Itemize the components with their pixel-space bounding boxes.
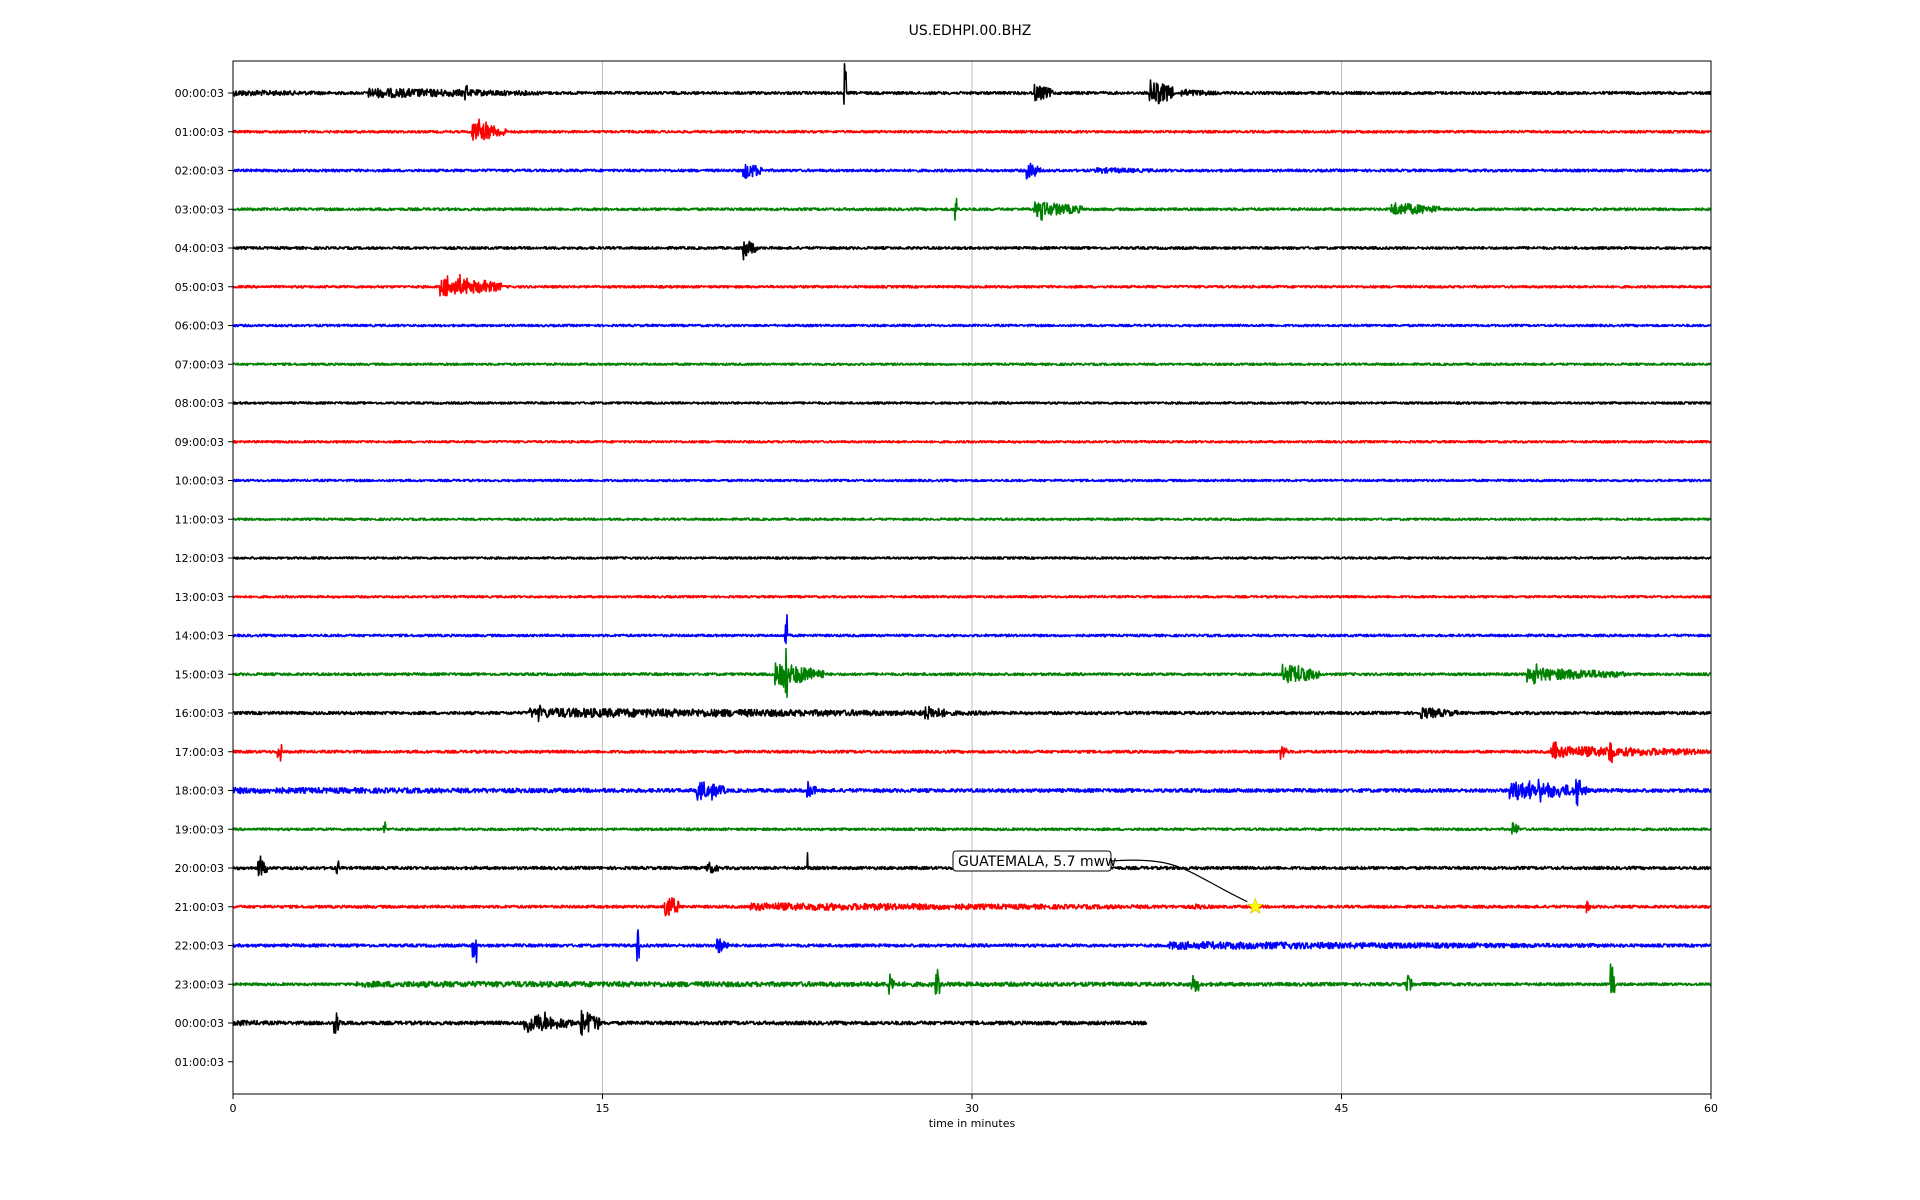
row-label: 01:00:03	[175, 1056, 224, 1069]
plot-frame	[232, 60, 1712, 1095]
x-tick-label: 0	[230, 1102, 237, 1115]
row-label: 11:00:03	[175, 513, 224, 526]
row-label: 05:00:03	[175, 281, 224, 294]
row-label: 15:00:03	[175, 668, 224, 681]
seismic-trace	[232, 197, 1712, 221]
seismic-trace	[232, 478, 1712, 483]
row-label: 21:00:03	[175, 901, 224, 914]
row-label: 14:00:03	[175, 630, 224, 643]
row-label: 10:00:03	[175, 475, 224, 488]
row-label: 22:00:03	[175, 940, 224, 953]
x-axis: 0 15 30 45 60	[230, 1094, 1718, 1115]
x-tick-label: 30	[965, 1102, 979, 1115]
row-label: 20:00:03	[175, 862, 224, 875]
seismic-trace	[232, 704, 1712, 723]
row-label: 13:00:03	[175, 591, 224, 604]
seismic-trace	[232, 897, 1712, 917]
row-label: 19:00:03	[175, 823, 224, 836]
row-label: 18:00:03	[175, 785, 224, 798]
seismic-trace	[232, 63, 1712, 105]
seismic-trace	[232, 614, 1712, 645]
seismic-trace	[232, 741, 1712, 764]
chart-title: US.EDHPI.00.BHZ	[909, 23, 1032, 39]
event-star-marker	[1246, 897, 1264, 914]
row-label: 08:00:03	[175, 397, 224, 410]
annotation-box	[952, 850, 1112, 872]
grid-layer	[602, 61, 1342, 1094]
row-label: 12:00:03	[175, 552, 224, 565]
seismic-trace	[232, 362, 1712, 367]
x-tick-label: 15	[596, 1102, 610, 1115]
seismic-trace	[232, 929, 1712, 964]
seismic-trace	[232, 821, 1712, 835]
row-label: 03:00:03	[175, 203, 224, 216]
seismic-trace	[232, 963, 1712, 995]
seismic-trace	[232, 647, 1712, 698]
x-tick-label: 45	[1335, 1102, 1349, 1115]
row-label: 09:00:03	[175, 436, 224, 449]
traces-layer	[232, 63, 1712, 1036]
row-label: 00:00:03	[175, 87, 224, 100]
row-label: 01:00:03	[175, 126, 224, 139]
x-tick-label: 60	[1704, 1102, 1718, 1115]
row-label: 02:00:03	[175, 165, 224, 178]
seismic-trace	[232, 401, 1712, 405]
row-label: 16:00:03	[175, 707, 224, 720]
seismic-trace	[232, 162, 1712, 180]
seismic-trace	[232, 556, 1712, 560]
seismic-trace	[232, 273, 1712, 297]
seismic-trace	[232, 439, 1712, 444]
row-label: 04:00:03	[175, 242, 224, 255]
event-annotation-label: GUATEMALA, 5.7 mww	[958, 854, 1117, 870]
row-label: 06:00:03	[175, 320, 224, 333]
seismic-trace	[232, 240, 1712, 261]
row-labels: 00:00:03 01:00:03 02:00:03 03:00:03 04:00:03…	[175, 87, 233, 1069]
row-label: 07:00:03	[175, 358, 224, 371]
annotation-connector	[1110, 859, 1248, 903]
row-label: 17:00:03	[175, 746, 224, 759]
seismic-trace	[232, 323, 1712, 328]
seismic-trace	[232, 118, 1712, 141]
seismic-trace	[232, 517, 1712, 522]
annotation-layer: GUATEMALA, 5.7 mww	[952, 850, 1264, 914]
seismic-trace	[232, 594, 1712, 599]
row-label: 23:00:03	[175, 978, 224, 991]
row-label: 00:00:03	[175, 1017, 224, 1030]
x-axis-label: time in minutes	[929, 1117, 1016, 1130]
seismic-trace	[232, 1009, 1148, 1036]
seismic-trace	[232, 778, 1712, 807]
